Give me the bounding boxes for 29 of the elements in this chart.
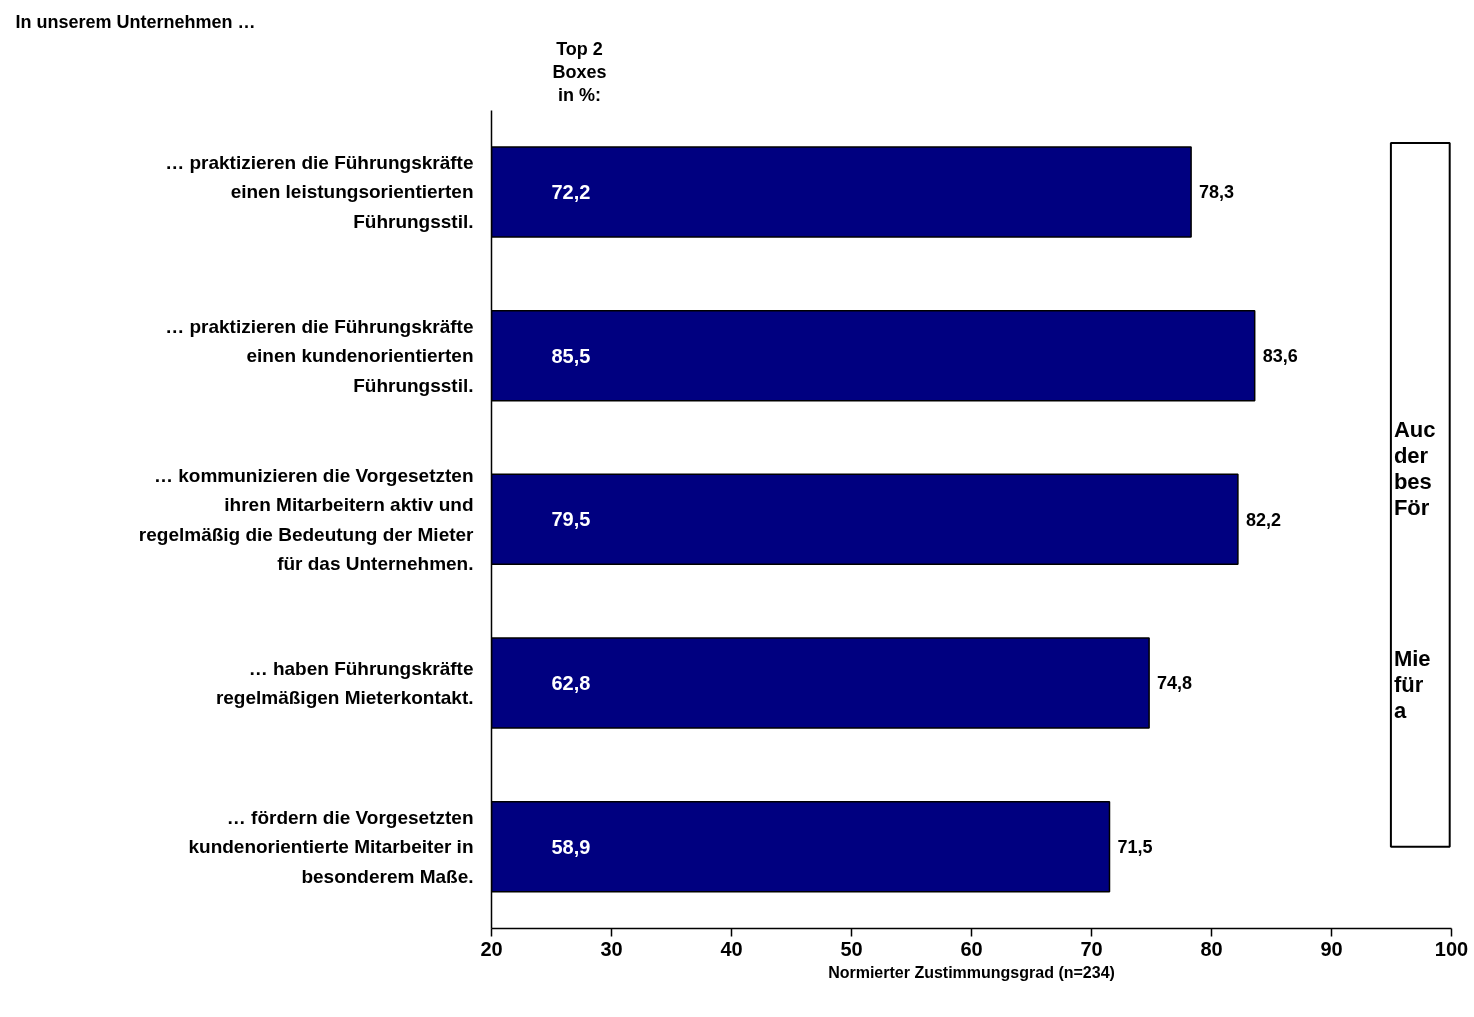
annotation: 79,5 xyxy=(551,508,591,531)
annotation: Auc der bes För xyxy=(1393,416,1436,520)
y-tick-label: … praktizieren die Führungskräfte einen leistungsorientierten Führungsstil. xyxy=(165,152,474,232)
x-tick-label: 70 xyxy=(1080,937,1103,960)
annotation: 58,9 xyxy=(551,835,591,858)
data-label: 71,5 xyxy=(1117,837,1153,858)
data-label: 83,6 xyxy=(1262,346,1298,367)
y-tick-label: … fördern die Vorgesetzten kundenorientierte Mitarbeiter in besonderem Maße. xyxy=(188,806,474,887)
x-tick-label: 40 xyxy=(720,937,743,960)
text: Top 2 Boxes in %: xyxy=(552,38,607,105)
text: In unserem Unternehmen … xyxy=(15,11,256,32)
y-tick-label: … kommunizieren die Vorgesetzten ihren Mitarbeitern aktiv und regelmäßig die Bedeutung der Mieter für das Unternehmen. xyxy=(138,464,475,574)
x-tick-label: 80 xyxy=(1200,937,1223,960)
x-tick-label: 100 xyxy=(1434,937,1469,960)
y-tick-label: … haben Führungskräfte regelmäßigen Mieterkontakt. xyxy=(215,657,474,709)
annotation: 72,2 xyxy=(551,180,591,203)
x-tick-label: 20 xyxy=(480,937,503,960)
x-tick-label: 60 xyxy=(960,937,983,960)
x-axis-title: Normierter Zustimmungsgrad (n=234) xyxy=(828,963,1115,981)
x-tick-label: 90 xyxy=(1320,937,1343,960)
annotation: Mie für a xyxy=(1393,645,1431,723)
annotation: 85,5 xyxy=(551,344,591,367)
y-tick-label: … praktizieren die Führungskräfte einen kundenorientierten Führungsstil. xyxy=(165,315,474,396)
x-tick-label: 30 xyxy=(600,937,623,960)
data-label: 78,3 xyxy=(1199,182,1235,203)
data-label: 82,2 xyxy=(1245,509,1281,530)
x-tick-label: 50 xyxy=(840,937,863,960)
data-label: 74,8 xyxy=(1157,673,1193,694)
annotation: 62,8 xyxy=(551,672,591,694)
